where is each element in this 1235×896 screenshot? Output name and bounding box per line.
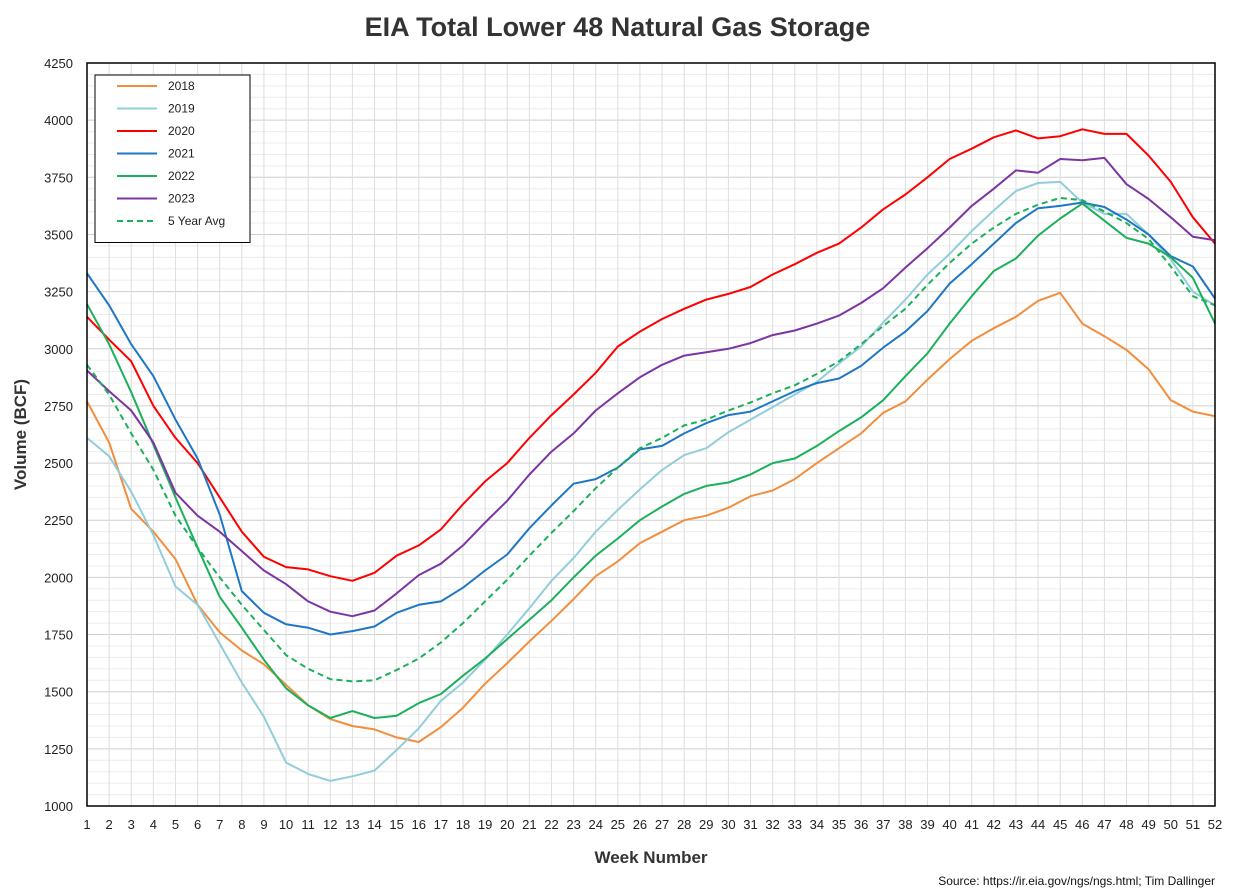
x-tick-label: 10 <box>279 817 293 832</box>
x-tick-label: 28 <box>677 817 691 832</box>
legend-label: 2019 <box>168 102 195 116</box>
x-tick-label: 48 <box>1119 817 1133 832</box>
x-tick-label: 12 <box>323 817 337 832</box>
x-tick-label: 42 <box>987 817 1001 832</box>
x-tick-label: 15 <box>389 817 403 832</box>
x-tick-label: 25 <box>611 817 625 832</box>
x-tick-label: 40 <box>942 817 956 832</box>
series-line-2023 <box>86 156 1216 618</box>
y-tick-label: 4000 <box>44 113 73 128</box>
x-tick-label: 1 <box>83 817 90 832</box>
x-tick-label: 44 <box>1031 817 1045 832</box>
series-line-2019 <box>86 180 1216 782</box>
series-line-2020 <box>86 128 1216 582</box>
legend-label: 2018 <box>168 79 195 93</box>
series-lines <box>86 128 1216 782</box>
x-tick-label: 17 <box>434 817 448 832</box>
y-tick-label: 3500 <box>44 227 73 242</box>
x-tick-label: 6 <box>194 817 201 832</box>
x-tick-label: 18 <box>456 817 470 832</box>
x-tick-label: 46 <box>1075 817 1089 832</box>
y-tick-label: 1500 <box>44 685 73 700</box>
x-tick-label: 26 <box>633 817 647 832</box>
y-axis-ticks: 1000 1250 1500 1750 2000 2250 2500 2750 3000 3250… <box>44 56 73 814</box>
chart-title: EIA Total Lower 48 Natural Gas Storage <box>364 12 871 42</box>
legend-label: 2020 <box>168 124 195 138</box>
x-tick-label: 27 <box>655 817 669 832</box>
y-tick-label: 4250 <box>44 56 73 71</box>
x-axis-title: Week Number <box>594 848 707 867</box>
x-tick-label: 38 <box>898 817 912 832</box>
legend-label: 5 Year Avg <box>168 214 225 228</box>
series-line-5-year-avg <box>86 196 1216 683</box>
x-tick-label: 32 <box>765 817 779 832</box>
x-tick-label: 52 <box>1208 817 1222 832</box>
y-axis-title: Volume (BCF) <box>11 379 30 490</box>
x-tick-label: 23 <box>566 817 580 832</box>
legend-label: 2021 <box>168 147 195 161</box>
x-tick-label: 35 <box>832 817 846 832</box>
x-tick-label: 51 <box>1186 817 1200 832</box>
x-tick-label: 11 <box>301 817 315 832</box>
x-tick-label: 29 <box>699 817 713 832</box>
x-tick-label: 36 <box>854 817 868 832</box>
x-tick-label: 9 <box>260 817 267 832</box>
x-tick-label: 16 <box>412 817 426 832</box>
x-tick-label: 5 <box>172 817 179 832</box>
x-axis-ticks: 1 2 3 4 5 6 7 8 9 10 11 12 13 14 15 16 17 18 19 20 21 22 23 24 2… <box>83 817 1222 832</box>
x-tick-label: 39 <box>920 817 934 832</box>
x-tick-label: 37 <box>876 817 890 832</box>
legend-label: 2022 <box>168 169 195 183</box>
x-tick-label: 49 <box>1141 817 1155 832</box>
gridlines <box>86 62 1216 807</box>
plot-frame <box>86 62 1216 807</box>
x-tick-label: 21 <box>522 817 536 832</box>
x-tick-label: 20 <box>500 817 514 832</box>
y-tick-label: 1000 <box>44 799 73 814</box>
x-tick-label: 7 <box>216 817 223 832</box>
x-tick-label: 3 <box>128 817 135 832</box>
x-tick-label: 13 <box>345 817 359 832</box>
x-tick-label: 4 <box>150 817 157 832</box>
source-note: Source: https://ir.eia.gov/ngs/ngs.html;… <box>938 874 1215 888</box>
y-tick-label: 3000 <box>44 342 73 357</box>
y-tick-label: 1750 <box>44 628 73 643</box>
x-tick-label: 34 <box>810 817 824 832</box>
legend-label: 2023 <box>168 192 195 206</box>
legend: 2018 2019 2020 2021 2022 2023 5 Year Avg <box>94 74 251 243</box>
x-tick-label: 14 <box>367 817 381 832</box>
legend-box <box>94 74 251 243</box>
x-tick-label: 41 <box>964 817 978 832</box>
y-tick-label: 2000 <box>44 570 73 585</box>
x-tick-label: 8 <box>238 817 245 832</box>
y-tick-label: 3250 <box>44 285 73 300</box>
x-tick-label: 24 <box>588 817 602 832</box>
x-tick-label: 47 <box>1097 817 1111 832</box>
series-line-2022 <box>86 202 1216 719</box>
x-tick-label: 33 <box>788 817 802 832</box>
y-tick-label: 3750 <box>44 170 73 185</box>
y-tick-label: 2750 <box>44 399 73 414</box>
x-tick-label: 19 <box>478 817 492 832</box>
x-tick-label: 45 <box>1053 817 1067 832</box>
y-tick-label: 2250 <box>44 513 73 528</box>
series-line-2021 <box>86 201 1216 636</box>
x-tick-label: 30 <box>721 817 735 832</box>
x-tick-label: 31 <box>743 817 757 832</box>
x-tick-label: 22 <box>544 817 558 832</box>
x-tick-label: 50 <box>1164 817 1178 832</box>
y-tick-label: 1250 <box>44 742 73 757</box>
x-tick-label: 43 <box>1009 817 1023 832</box>
x-tick-label: 2 <box>106 817 113 832</box>
y-tick-label: 2500 <box>44 456 73 471</box>
